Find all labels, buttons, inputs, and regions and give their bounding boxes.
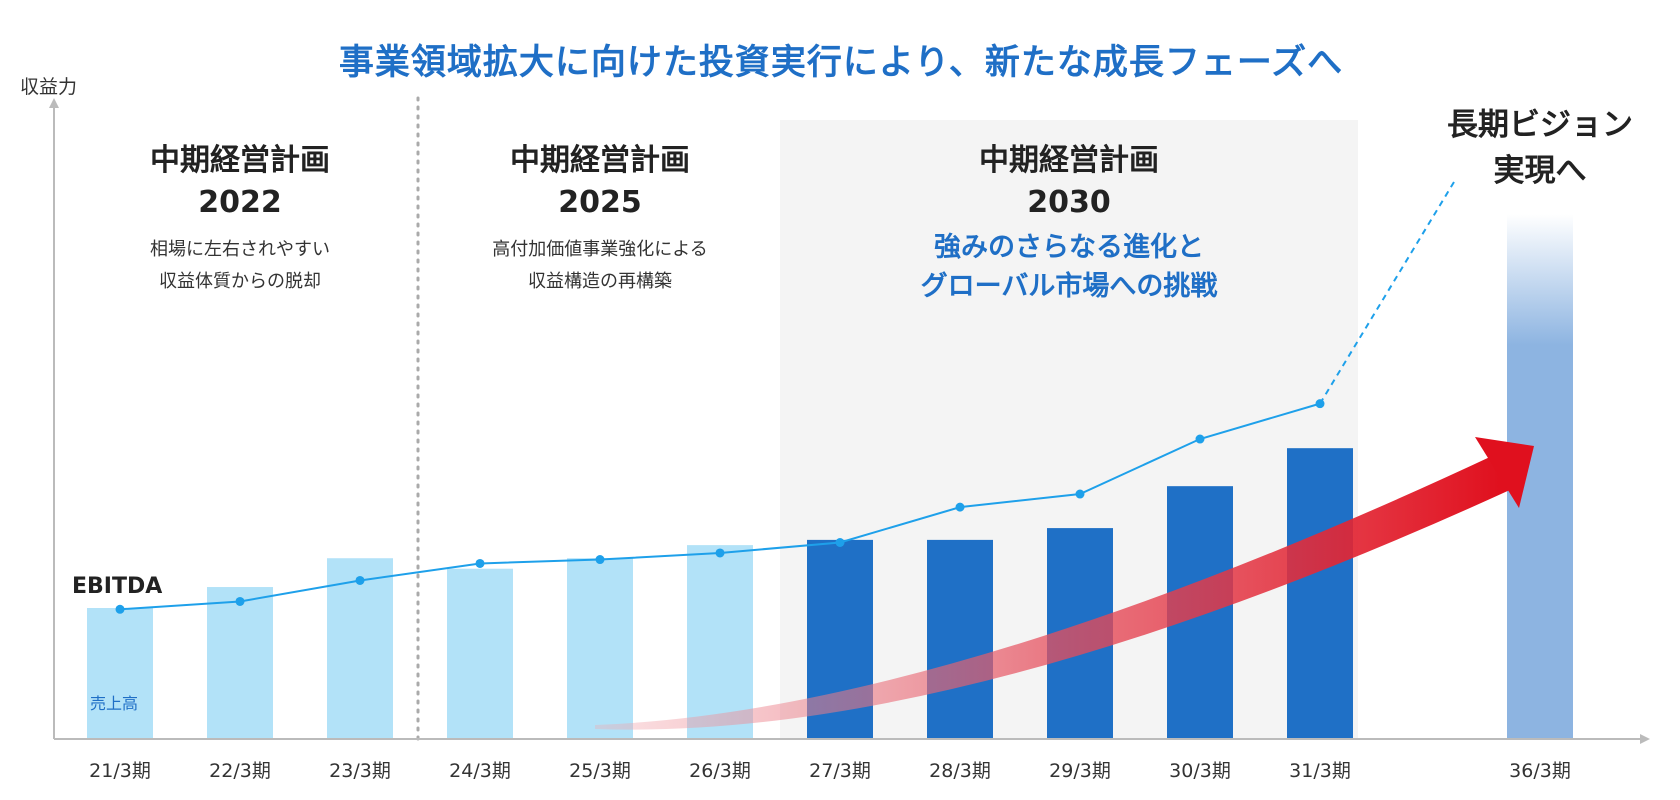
section-desc-line: 収益構造の再構築 — [528, 271, 672, 292]
vision-line: 実現へ — [1493, 153, 1587, 189]
section-desc-line: 相場に左右されやすい — [150, 239, 330, 260]
section-desc-line: 強みのさらなる進化と — [934, 232, 1204, 263]
x-tick-label: 25/3期 — [569, 760, 631, 782]
vision-line: 長期ビジョン — [1447, 107, 1633, 143]
section-year: 2025 — [558, 185, 642, 220]
ebitda-point — [1315, 399, 1325, 409]
section-heading: 中期経営計画 — [979, 143, 1159, 178]
section-2022: 中期経営計画 2022 相場に左右されやすい 収益体質からの脱却 — [30, 140, 450, 298]
bar-sales — [567, 558, 633, 739]
section-heading: 中期経営計画 — [150, 143, 330, 178]
section-year: 2030 — [1027, 185, 1111, 220]
x-tick-label: 22/3期 — [209, 760, 271, 782]
section-desc-line: グローバル市場への挑戦 — [920, 271, 1218, 302]
ebitda-point — [1075, 489, 1085, 499]
ebitda-point — [235, 596, 245, 606]
ebitda-point — [715, 548, 725, 558]
section-heading: 中期経営計画 — [510, 143, 690, 178]
ebitda-point — [955, 502, 965, 512]
ebitda-series-label: EBITDA — [72, 574, 163, 599]
sales-series-label: 売上高 — [90, 694, 139, 713]
x-tick-label: 30/3期 — [1169, 760, 1231, 782]
bar-sales — [447, 568, 513, 739]
section-desc-line: 高付加価値事業強化による — [492, 239, 708, 260]
section-2025: 中期経営計画 2025 高付加価値事業強化による 収益構造の再構築 — [390, 140, 810, 298]
ebitda-point — [115, 604, 125, 614]
section-desc-line: 収益体質からの脱却 — [159, 271, 321, 292]
x-tick-label: 23/3期 — [329, 760, 391, 782]
ebitda-point — [595, 555, 605, 565]
y-axis-label: 収益力 — [20, 76, 78, 98]
bar-sales — [687, 545, 753, 739]
x-tick-label: 36/3期 — [1509, 760, 1571, 782]
x-tick-label: 21/3期 — [89, 760, 151, 782]
section-2030: 中期経営計画 2030 強みのさらなる進化と グローバル市場への挑戦 — [859, 140, 1279, 306]
bar-sales — [327, 558, 393, 739]
ebitda-point — [355, 575, 365, 585]
x-tick-label: 29/3期 — [1049, 760, 1111, 782]
x-tick-label: 26/3期 — [689, 760, 751, 782]
growth-arrow-head — [1475, 437, 1534, 508]
ebitda-point — [475, 558, 485, 568]
section-year: 2022 — [198, 185, 282, 220]
bar-sales — [1287, 448, 1353, 739]
ebitda-point — [835, 538, 845, 547]
bar-sales — [87, 608, 153, 739]
x-tick-label: 27/3期 — [809, 760, 871, 782]
chart-title: 事業領域拡大に向けた投資実行により、新たな成長フェーズへ — [338, 43, 1344, 83]
bar-sales — [207, 587, 273, 739]
x-tick-label: 24/3期 — [449, 760, 511, 782]
bar-sales — [927, 539, 993, 739]
ebitda-point — [1195, 434, 1205, 444]
x-tick-label: 28/3期 — [929, 760, 991, 782]
x-axis-arrow — [1640, 734, 1650, 744]
long-term-vision-label: 長期ビジョン 実現へ — [1420, 102, 1660, 194]
x-tick-label: 31/3期 — [1289, 760, 1351, 782]
y-axis-arrow — [49, 98, 59, 108]
